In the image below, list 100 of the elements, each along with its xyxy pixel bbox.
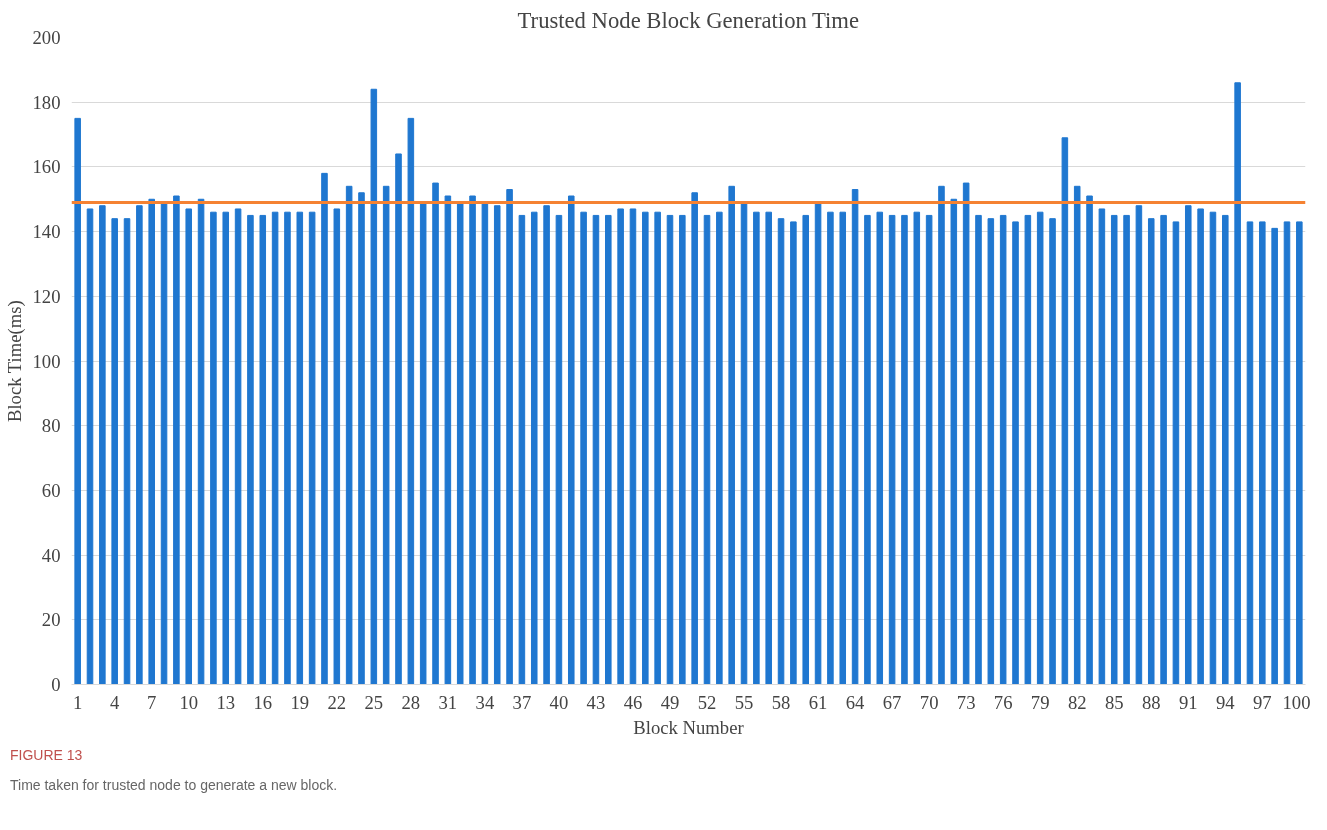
- bar: [444, 195, 452, 685]
- bar: [580, 211, 587, 685]
- x-tick-label: 79: [1030, 691, 1050, 713]
- x-tick-label: 52: [697, 691, 717, 713]
- bar: [1086, 195, 1093, 685]
- x-tick-label: 34: [475, 691, 495, 713]
- bar: [1246, 221, 1254, 685]
- bar: [1197, 208, 1204, 685]
- bar: [691, 192, 698, 685]
- bar: [740, 201, 748, 685]
- y-tick-label: 160: [32, 156, 61, 178]
- bar: [432, 182, 439, 685]
- bar: [728, 185, 735, 685]
- bar: [567, 195, 575, 685]
- x-tick-label: 73: [956, 691, 976, 713]
- bar: [456, 201, 464, 685]
- bar: [765, 211, 772, 685]
- bar: [197, 198, 205, 685]
- y-axis-title: Block Time(ms): [3, 300, 26, 423]
- x-tick-label: 22: [327, 691, 347, 713]
- x-tick-label: 19: [290, 691, 310, 713]
- bar: [777, 218, 785, 685]
- y-tick-label: 20: [41, 609, 61, 631]
- bar: [864, 214, 871, 685]
- bar: [938, 185, 945, 685]
- bar: [876, 211, 884, 685]
- x-tick-label: 25: [364, 691, 384, 713]
- bar: [222, 211, 230, 685]
- bar: [1110, 214, 1118, 685]
- bar: [1296, 221, 1303, 685]
- bar: [1234, 82, 1241, 685]
- bar: [173, 195, 180, 685]
- bar: [518, 214, 526, 685]
- bar: [1036, 211, 1044, 685]
- bar: [234, 208, 242, 685]
- x-axis-title: Block Number: [633, 716, 745, 738]
- bar: [86, 208, 94, 685]
- bar: [1184, 205, 1192, 685]
- x-tick-label: 88: [1141, 691, 1161, 713]
- bar: [642, 211, 649, 685]
- x-tick-label: 10: [179, 691, 199, 713]
- bar: [1098, 208, 1106, 685]
- bar: [913, 211, 921, 685]
- bar: [185, 208, 193, 685]
- bar: [1147, 218, 1155, 685]
- bar: [901, 214, 908, 685]
- x-tick-label: 46: [623, 691, 643, 713]
- x-tick-label: 85: [1104, 691, 1124, 713]
- bar: [469, 195, 476, 685]
- bar: [210, 211, 217, 685]
- bar: [1123, 214, 1130, 685]
- bar: [123, 218, 131, 685]
- bar: [592, 214, 600, 685]
- y-tick-label: 0: [51, 674, 61, 695]
- bar: [839, 211, 847, 685]
- bar: [716, 211, 723, 685]
- y-tick-label: 200: [32, 27, 61, 48]
- bar: [975, 214, 982, 685]
- bar: [802, 214, 810, 685]
- bar: [160, 201, 168, 685]
- x-tick-label: 76: [993, 691, 1013, 713]
- bar: [395, 153, 402, 685]
- bar: [1209, 211, 1217, 685]
- bar: [1271, 227, 1278, 685]
- bar: [999, 214, 1007, 685]
- x-tick-label: 67: [882, 691, 902, 713]
- bar: [1073, 185, 1081, 685]
- bar: [1012, 221, 1019, 685]
- bar: [296, 211, 304, 685]
- x-tick-label: 40: [549, 691, 569, 713]
- caption: FIGURE 13: [10, 746, 83, 765]
- bar: [703, 214, 711, 685]
- bar: [1160, 214, 1167, 685]
- bar: [1049, 218, 1056, 685]
- x-tick-label: 91: [1178, 691, 1198, 713]
- bar: [321, 172, 328, 685]
- bar: [1135, 205, 1143, 685]
- bar: [370, 88, 378, 685]
- x-tick-label: 7: [147, 691, 157, 713]
- bar: [407, 117, 415, 685]
- bar: [987, 218, 995, 685]
- bar: [666, 214, 674, 685]
- bar: [962, 182, 970, 685]
- x-tick-label: 28: [401, 691, 421, 713]
- y-tick-label: 180: [32, 91, 61, 113]
- bar: [382, 185, 390, 685]
- y-tick-label: 100: [32, 350, 61, 372]
- bar: [1283, 221, 1291, 685]
- bar: [284, 211, 291, 685]
- bar: [333, 208, 341, 685]
- bar: [617, 208, 624, 685]
- x-tick-label: 82: [1067, 691, 1087, 713]
- bar: [790, 221, 797, 685]
- x-tick-label: 94: [1215, 691, 1236, 713]
- x-tick-label: 31: [438, 691, 458, 713]
- bar: [247, 214, 254, 685]
- bar: [493, 205, 501, 685]
- bar: [148, 198, 155, 685]
- bar: [654, 211, 661, 685]
- bar: [481, 201, 489, 685]
